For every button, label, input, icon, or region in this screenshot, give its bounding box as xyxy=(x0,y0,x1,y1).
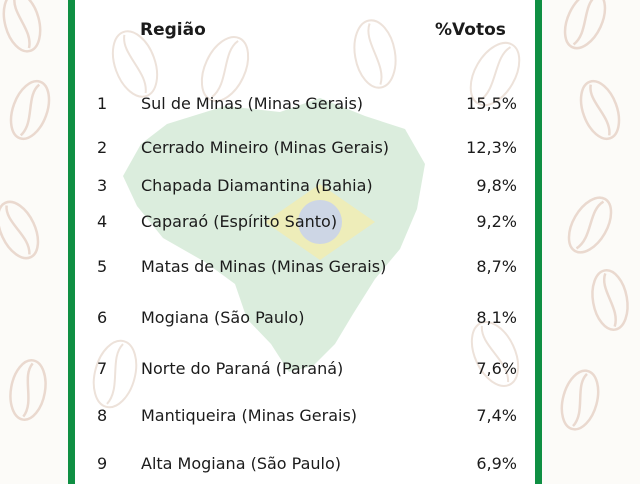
coffee-bean-icon xyxy=(554,365,606,435)
coffee-bean-icon xyxy=(586,266,634,334)
rank-number: 1 xyxy=(97,94,108,113)
vote-percent: 7,4% xyxy=(476,406,517,425)
card-coffee-beans xyxy=(92,19,521,409)
vote-percent: 7,6% xyxy=(476,359,517,378)
card-watermark xyxy=(92,19,521,409)
region-name: Alta Mogiana (São Paulo) xyxy=(141,454,342,473)
region-name: Mogiana (São Paulo) xyxy=(141,308,305,327)
flag-circle xyxy=(298,200,342,244)
rank-number: 7 xyxy=(97,359,108,378)
vote-percent: 8,7% xyxy=(476,257,517,276)
table-row: 8 Mantiqueira (Minas Gerais) 7,4% xyxy=(75,406,535,430)
region-name: Cerrado Mineiro (Minas Gerais) xyxy=(141,138,390,157)
brazil-map-watermark xyxy=(123,98,425,372)
region-name: Norte do Paraná (Paraná) xyxy=(141,359,344,378)
vote-percent: 9,8% xyxy=(476,176,517,195)
header-region: Região xyxy=(140,20,206,40)
vote-percent: 9,2% xyxy=(476,212,517,231)
vote-percent: 12,3% xyxy=(466,138,517,157)
vote-percent: 15,5% xyxy=(466,94,517,113)
coffee-bean-icon xyxy=(572,74,628,146)
header-votes: %Votos xyxy=(435,20,506,40)
table-row: 7 Norte do Paraná (Paraná) 7,6% xyxy=(75,359,535,383)
vote-percent: 6,9% xyxy=(476,454,517,473)
table-row: 4 Caparaó (Espírito Santo) 9,2% xyxy=(75,212,535,236)
region-name: Matas de Minas (Minas Gerais) xyxy=(141,257,387,276)
rank-number: 3 xyxy=(97,176,108,195)
coffee-bean-icon xyxy=(2,74,58,146)
coffee-bean-icon xyxy=(555,0,615,56)
region-name: Sul de Minas (Minas Gerais) xyxy=(141,94,364,113)
table-row: 3 Chapada Diamantina (Bahia) 9,8% xyxy=(75,176,535,200)
ranking-card: Região %Votos 1 Sul de Minas (Minas Gera… xyxy=(68,0,542,484)
table-row: 2 Cerrado Mineiro (Minas Gerais) 12,3% xyxy=(75,138,535,162)
vote-percent: 8,1% xyxy=(476,308,517,327)
coffee-bean-icon xyxy=(4,356,52,424)
rank-number: 8 xyxy=(97,406,108,425)
table-row: 5 Matas de Minas (Minas Gerais) 8,7% xyxy=(75,257,535,281)
table-row: 9 Alta Mogiana (São Paulo) 6,9% xyxy=(75,454,535,478)
rank-number: 9 xyxy=(97,454,108,473)
table-row: 6 Mogiana (São Paulo) 8,1% xyxy=(75,308,535,332)
coffee-bean-icon xyxy=(0,194,48,266)
region-name: Caparaó (Espírito Santo) xyxy=(141,212,338,231)
coffee-bean-icon xyxy=(559,189,621,261)
coffee-bean-icon xyxy=(0,0,48,57)
region-name: Chapada Diamantina (Bahia) xyxy=(141,176,373,195)
rank-number: 6 xyxy=(97,308,108,327)
rank-number: 2 xyxy=(97,138,108,157)
rank-number: 4 xyxy=(97,212,108,231)
table-row: 1 Sul de Minas (Minas Gerais) 15,5% xyxy=(75,94,535,118)
rank-number: 5 xyxy=(97,257,108,276)
region-name: Mantiqueira (Minas Gerais) xyxy=(141,406,358,425)
